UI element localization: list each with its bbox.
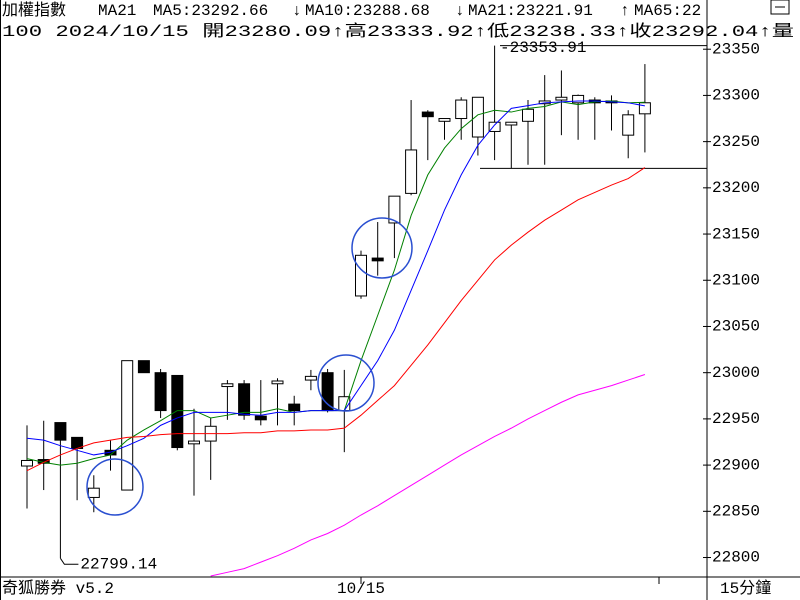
indicator-label: MA21 [98,2,136,20]
candle-body [121,360,134,491]
candle-body [87,487,100,498]
y-tick-label: 22900 [712,456,760,474]
y-tick-label: 22850 [712,503,760,521]
legend-entry: MA21:23221.91 [468,2,593,20]
candle-body [304,375,317,381]
candle-body [638,102,651,115]
legend-entry: MA5:23292.66 [153,2,268,20]
candle-body [288,403,301,412]
candle-body [405,149,418,194]
low-annotation: 22799.14 [80,556,157,574]
candle-body [471,96,484,138]
y-tick-label: 23200 [712,179,760,197]
x-tick-label: 10/15 [337,580,385,598]
candle-body [555,96,568,101]
ma-line [210,374,646,577]
chart-title: 加權指數 [2,1,66,20]
high-annotation: -23353.91 [500,39,586,57]
candle-body [572,94,585,104]
candle-body [154,372,167,412]
candle-body [522,108,534,122]
legend-arrow: ↓ [455,2,465,20]
footer-left: 奇狐勝券 v5.2 [2,579,114,598]
candle-body [188,440,200,445]
candle-body [421,111,434,118]
legend-arrow: ↓ [292,2,302,20]
candle-body [488,121,501,132]
ma-line [26,100,645,456]
candle-body [221,383,234,388]
y-tick-label: 23350 [712,40,760,58]
candle-body [355,254,367,297]
y-tick-label: 22950 [712,410,760,428]
candle-body [388,195,401,224]
ma-line [26,167,646,472]
candle-body [371,257,384,262]
legend-arrow: ↑ [620,2,630,20]
candle-body [254,415,267,421]
candle-body [171,374,184,449]
highlight-circle [351,217,413,279]
window-button[interactable] [770,0,790,15]
candle-body [54,422,67,441]
highlight-circle [86,458,144,516]
legend-entry: MA10:23288.68 [305,2,430,20]
y-tick-label: 23250 [712,133,760,151]
candle-body [137,360,150,374]
candle-body [21,459,33,467]
highlight-circle [317,354,375,412]
y-tick-label: 23100 [712,271,760,289]
y-tick-label: 23050 [712,318,760,336]
y-tick-label: 22800 [712,549,760,567]
candle-body [455,99,468,120]
low-annotation-leader [59,558,79,565]
candle-body [505,121,518,126]
y-tick-label: 23150 [712,225,760,243]
legend-entry: MA65:22 [634,2,701,20]
info-line: 100 2024/10/15 開23280.09↑高23333.92↑低2323… [2,22,794,41]
footer-right: 15分鐘 [720,579,771,598]
y-tick-label: 23000 [712,364,760,382]
candle-body [271,380,284,385]
candle-body [238,383,251,416]
candle-body [622,114,635,136]
candle-body [438,118,451,122]
y-tick-label: 23300 [712,87,760,105]
